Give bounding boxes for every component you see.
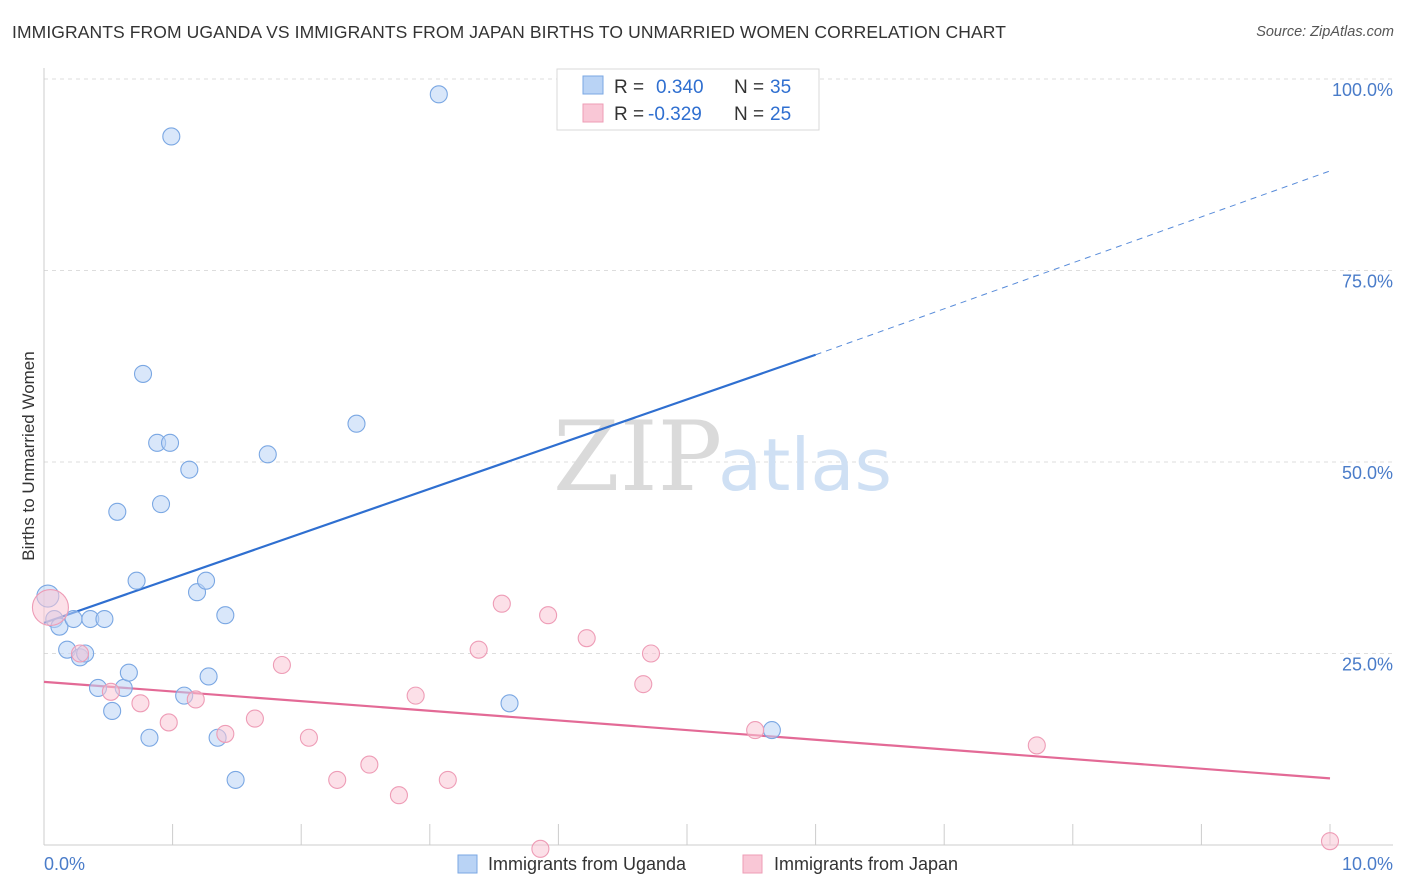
- legend-r-value: -0.329: [648, 104, 702, 125]
- chart-title: IMMIGRANTS FROM UGANDA VS IMMIGRANTS FRO…: [12, 22, 1007, 42]
- data-point: [140, 728, 159, 747]
- data-point: [133, 364, 153, 383]
- data-point: [196, 571, 216, 590]
- y-axis-title: Births to Unmarried Women: [19, 351, 38, 560]
- data-point: [216, 724, 235, 743]
- data-point: [159, 713, 178, 732]
- chart-source: Source: ZipAtlas.com: [1256, 24, 1394, 40]
- legend-swatch-uganda: [457, 854, 478, 874]
- watermark: ZIP atlas: [553, 401, 892, 513]
- y-tick-label: 50.0%: [1342, 463, 1393, 483]
- x-tick-label: 10.0%: [1342, 854, 1393, 874]
- data-point: [539, 606, 558, 625]
- legend-swatch-uganda: [582, 75, 604, 95]
- data-point: [131, 694, 150, 713]
- data-point: [180, 460, 199, 479]
- legend-n-value: 35: [770, 77, 791, 98]
- data-point: [226, 770, 245, 789]
- data-point: [31, 588, 69, 627]
- data-point: [389, 786, 408, 805]
- legend-r-label: R =: [614, 104, 644, 125]
- data-point: [360, 755, 379, 774]
- data-point: [272, 655, 291, 675]
- data-point: [762, 721, 781, 740]
- data-point: [1027, 736, 1046, 755]
- data-point: [108, 502, 127, 521]
- x-tick-label: 0.0%: [44, 854, 85, 874]
- legend-n-label: N =: [734, 77, 764, 98]
- data-point: [641, 644, 661, 663]
- data-point: [429, 85, 448, 104]
- data-point: [347, 414, 366, 433]
- grid-lines: [44, 78, 1393, 654]
- axes: [43, 68, 1393, 846]
- y-tick-label: 100.0%: [1332, 80, 1393, 100]
- data-point: [258, 445, 277, 464]
- legend-swatch-japan: [742, 854, 763, 874]
- data-point: [70, 644, 90, 663]
- data-point: [199, 667, 218, 686]
- data-point: [328, 770, 347, 789]
- data-point: [1320, 832, 1340, 851]
- data-point: [186, 690, 205, 709]
- trend-line: [43, 680, 1331, 780]
- data-point: [216, 606, 235, 625]
- legend-n-label: N =: [734, 104, 764, 125]
- data-point: [151, 495, 171, 514]
- data-point: [299, 728, 318, 747]
- data-point: [634, 675, 653, 694]
- data-point: [577, 629, 596, 648]
- data-point: [531, 839, 550, 858]
- data-point: [438, 770, 457, 789]
- watermark-atlas: atlas: [718, 423, 892, 507]
- watermark-zip: ZIP: [553, 401, 722, 513]
- data-point: [119, 663, 138, 682]
- data-point: [101, 682, 120, 701]
- trend-lines: [43, 170, 1331, 780]
- bottom-legend: Immigrants from Uganda Immigrants from J…: [457, 854, 958, 874]
- data-point: [127, 571, 146, 590]
- legend-r-label: R =: [614, 77, 644, 98]
- data-point: [469, 640, 488, 659]
- data-point: [500, 694, 519, 713]
- data-point: [103, 701, 122, 721]
- data-point: [245, 709, 264, 728]
- x-tick-labels: 0.0% 10.0%: [44, 854, 1393, 874]
- trend-line: [43, 353, 816, 624]
- data-point: [746, 721, 765, 740]
- data-point: [95, 609, 114, 629]
- legend-label-uganda: Immigrants from Uganda: [488, 854, 687, 874]
- legend-label-japan: Immigrants from Japan: [774, 854, 958, 874]
- legend-n-value: 25: [770, 104, 791, 125]
- trend-line-extension: [815, 170, 1331, 356]
- legend-swatch-japan: [582, 103, 604, 123]
- y-tick-label: 25.0%: [1342, 655, 1393, 675]
- legend-r-value: 0.340: [656, 77, 704, 98]
- data-point: [162, 127, 181, 146]
- data-point: [406, 686, 425, 705]
- data-point: [160, 433, 180, 452]
- y-tick-label: 75.0%: [1342, 272, 1393, 292]
- top-legend: R = 0.340 N = 35 R = -0.329 N = 25: [556, 68, 820, 131]
- data-point: [492, 594, 511, 613]
- y-tick-labels: 25.0% 50.0% 75.0% 100.0%: [1332, 80, 1393, 675]
